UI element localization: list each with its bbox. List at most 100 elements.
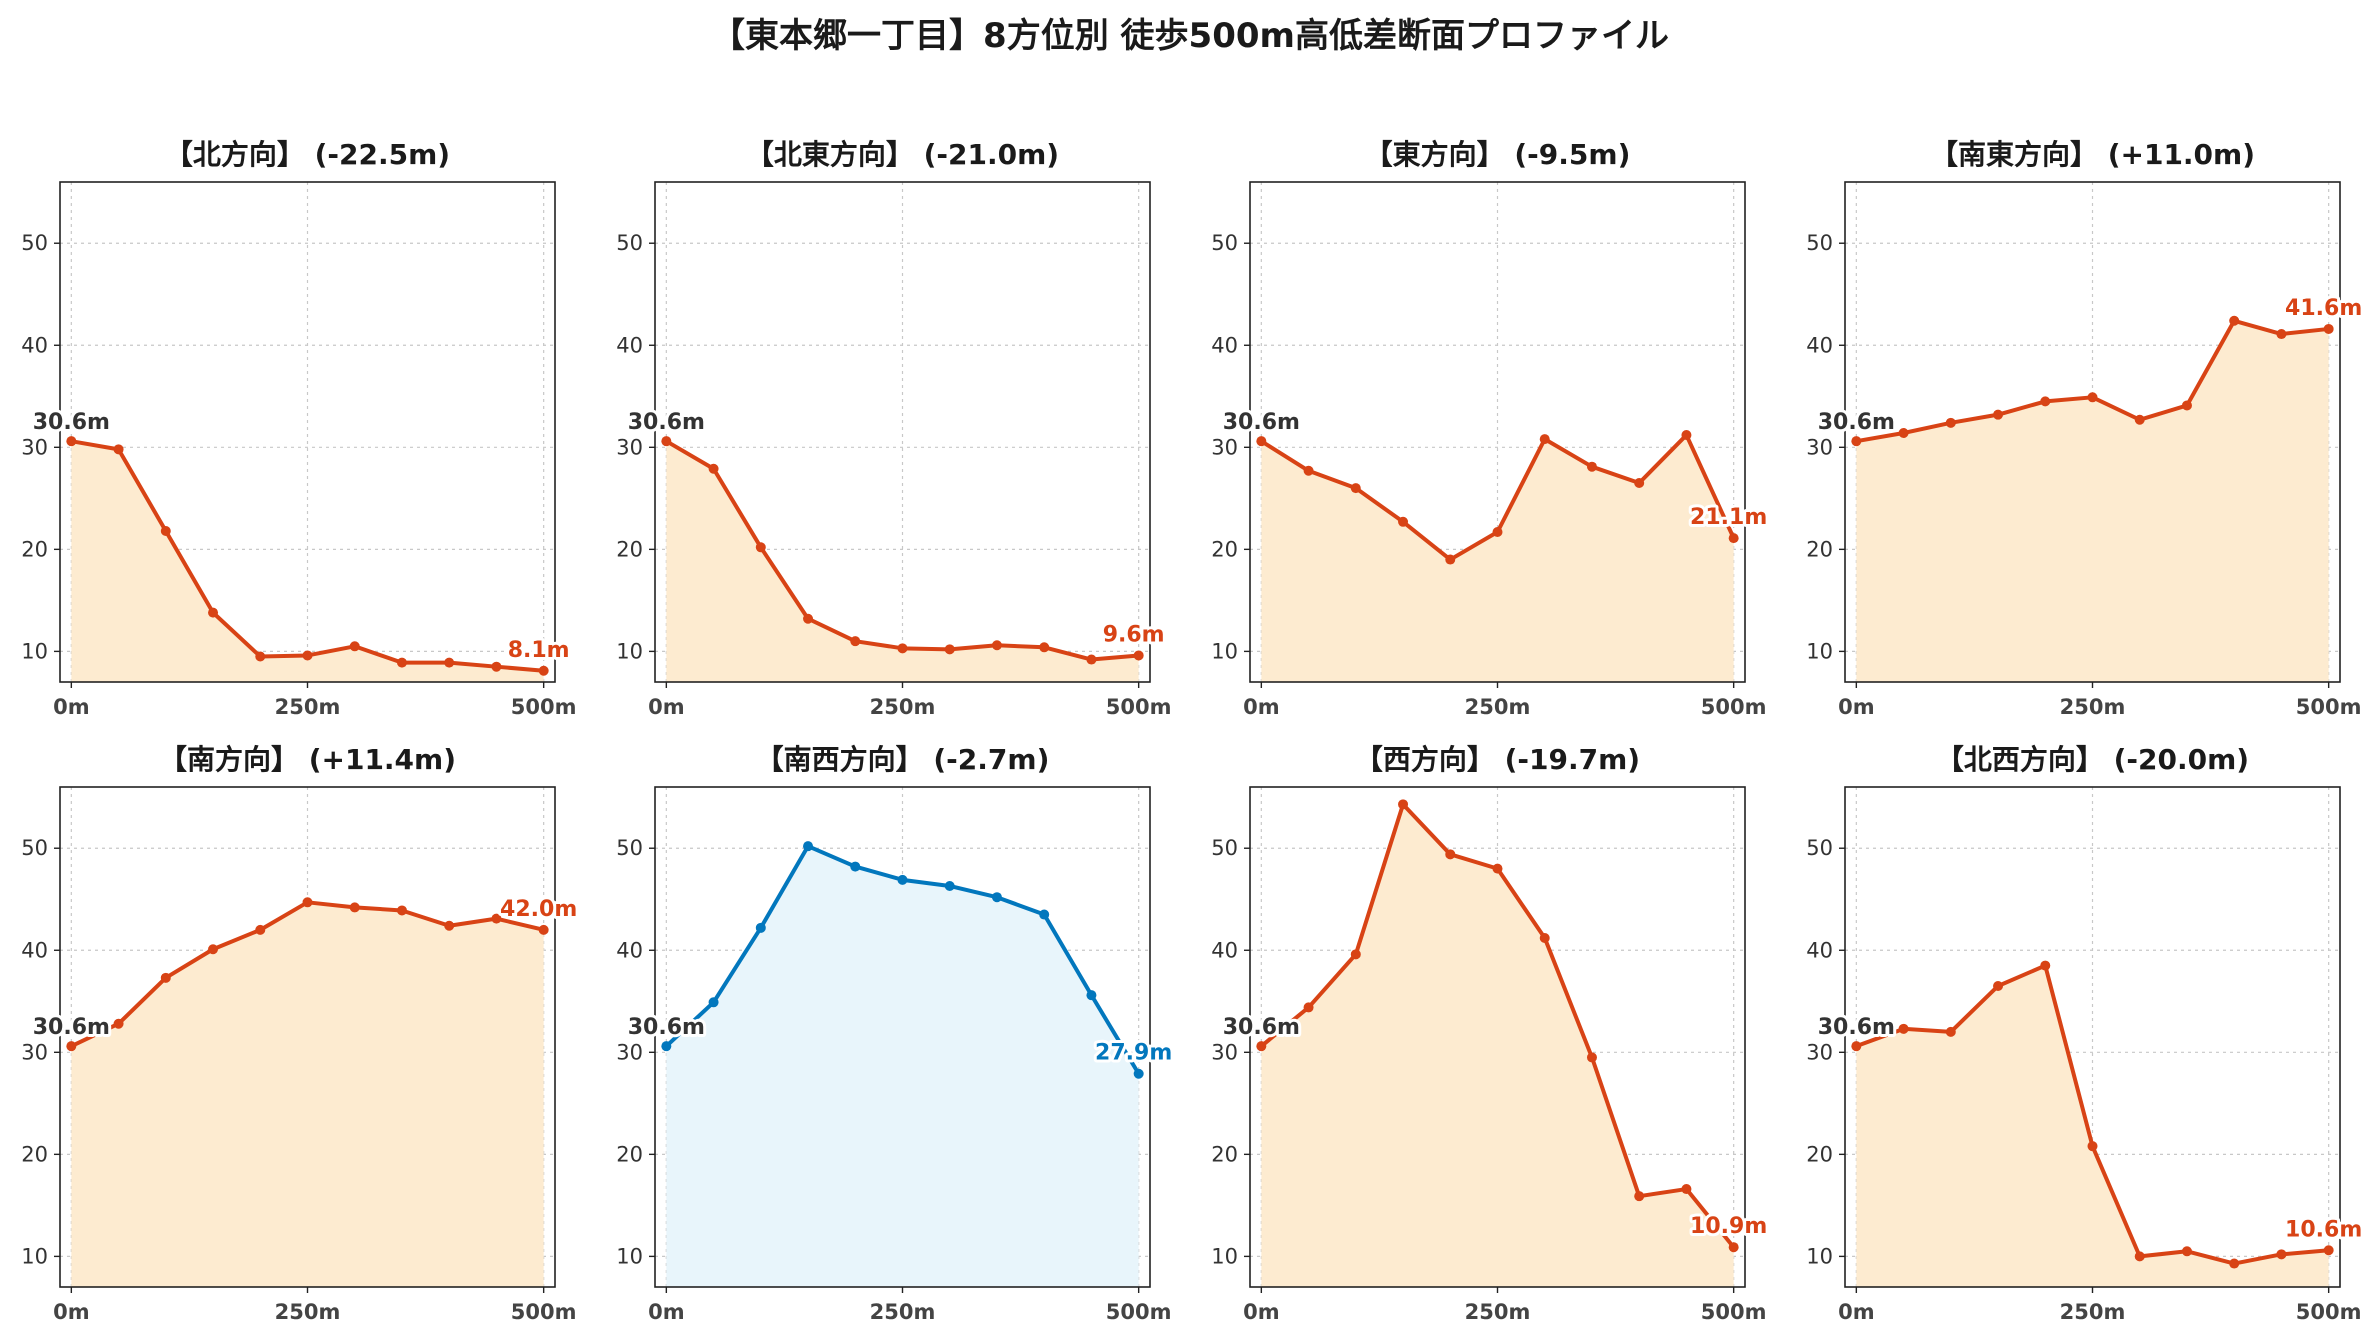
data-point [2181, 1246, 2192, 1257]
data-point [66, 436, 77, 447]
y-tick-label: 10 [616, 1244, 643, 1268]
y-tick-label: 40 [1211, 938, 1238, 962]
data-point [66, 1041, 77, 1052]
y-tick-label: 30 [1211, 435, 1238, 459]
x-tick-label: 250m [2060, 1300, 2126, 1324]
end-elevation-label: 41.6m [2285, 296, 2362, 321]
start-elevation-label: 30.6m [1818, 410, 1895, 435]
y-tick-label: 20 [1211, 1142, 1238, 1166]
data-point [444, 657, 455, 668]
data-point [1945, 417, 1956, 428]
x-tick-label: 0m [53, 1300, 90, 1324]
data-point [944, 644, 955, 655]
data-point [349, 902, 360, 913]
data-point [349, 641, 360, 652]
x-tick-label: 0m [648, 695, 685, 719]
figure-title: 【東本郷一丁目】8方位別 徒歩500m高低差断面プロファイル [711, 16, 1669, 56]
data-point [803, 613, 814, 624]
start-elevation-label: 30.6m [1223, 410, 1300, 435]
data-point [1133, 650, 1144, 661]
chart-title: 【西方向】 (-19.7m) [1355, 743, 1640, 776]
x-tick-label: 250m [1465, 1300, 1531, 1324]
y-tick-label: 50 [1211, 836, 1238, 860]
data-point [661, 1041, 672, 1052]
data-point [538, 924, 549, 935]
y-tick-label: 30 [21, 435, 48, 459]
end-elevation-label: 21.1m [1690, 505, 1767, 530]
area-fill [666, 441, 1139, 682]
y-tick-label: 40 [21, 333, 48, 357]
data-point [491, 661, 502, 672]
start-elevation-label: 30.6m [33, 1015, 110, 1040]
data-point [2134, 1251, 2145, 1262]
data-point [1898, 428, 1909, 439]
data-point [1350, 949, 1361, 960]
y-tick-label: 10 [21, 639, 48, 663]
data-point [396, 905, 407, 916]
y-tick-label: 30 [21, 1040, 48, 1064]
x-tick-label: 500m [511, 695, 577, 719]
chart-title: 【南方向】 (+11.4m) [159, 743, 456, 776]
y-tick-label: 50 [21, 836, 48, 860]
x-tick-label: 500m [1106, 1300, 1172, 1324]
data-point [2087, 392, 2098, 403]
y-tick-label: 20 [1211, 537, 1238, 561]
data-point [850, 636, 861, 647]
data-point [255, 651, 266, 662]
area-fill [1261, 435, 1734, 682]
data-point [1398, 799, 1409, 810]
end-elevation-label: 8.1m [508, 638, 570, 663]
data-point [302, 897, 313, 908]
data-point [1492, 863, 1503, 874]
panel-east: 【東方向】 (-9.5m) 10 20 30 40 50 0m 250m 500m 30.6m 21… [1190, 130, 1780, 730]
x-tick-label: 500m [1701, 695, 1767, 719]
y-tick-label: 10 [1211, 639, 1238, 663]
x-tick-label: 500m [1106, 695, 1172, 719]
data-point [1993, 980, 2004, 991]
data-point [208, 607, 219, 618]
y-tick-label: 30 [616, 435, 643, 459]
end-elevation-label: 9.6m [1103, 622, 1165, 647]
x-tick-label: 0m [1243, 695, 1280, 719]
data-point [708, 463, 719, 474]
data-point [255, 924, 266, 935]
data-point [1133, 1068, 1144, 1079]
start-elevation-label: 30.6m [1223, 1015, 1300, 1040]
y-tick-label: 10 [1806, 639, 1833, 663]
data-point [1728, 1242, 1739, 1253]
chart-title: 【北東方向】 (-21.0m) [746, 138, 1059, 171]
data-point [1851, 436, 1862, 447]
y-tick-label: 50 [616, 836, 643, 860]
data-point [944, 880, 955, 891]
data-point [850, 861, 861, 872]
data-point [538, 665, 549, 676]
panel-northeast: 【北東方向】 (-21.0m) 10 20 30 40 50 0m 250m 500m 30.6m… [595, 130, 1185, 730]
end-elevation-label: 27.9m [1095, 1041, 1172, 1066]
y-tick-label: 50 [21, 231, 48, 255]
data-point [2087, 1141, 2098, 1152]
data-point [1851, 1041, 1862, 1052]
chart-title: 【南西方向】 (-2.7m) [756, 743, 1050, 776]
y-tick-label: 30 [1806, 435, 1833, 459]
y-tick-label: 30 [1211, 1040, 1238, 1064]
end-elevation-label: 10.9m [1690, 1214, 1767, 1239]
start-elevation-label: 30.6m [628, 1015, 705, 1040]
start-elevation-label: 30.6m [1818, 1015, 1895, 1040]
y-tick-label: 20 [21, 1142, 48, 1166]
data-point [2323, 323, 2334, 334]
data-point [1681, 1184, 1692, 1195]
y-tick-label: 40 [21, 938, 48, 962]
x-tick-label: 250m [275, 1300, 341, 1324]
data-point [1634, 478, 1645, 489]
y-tick-label: 10 [1211, 1244, 1238, 1268]
data-point [1445, 849, 1456, 860]
y-tick-label: 30 [1806, 1040, 1833, 1064]
y-tick-label: 50 [1806, 836, 1833, 860]
data-point [1398, 516, 1409, 527]
y-tick-label: 10 [21, 1244, 48, 1268]
